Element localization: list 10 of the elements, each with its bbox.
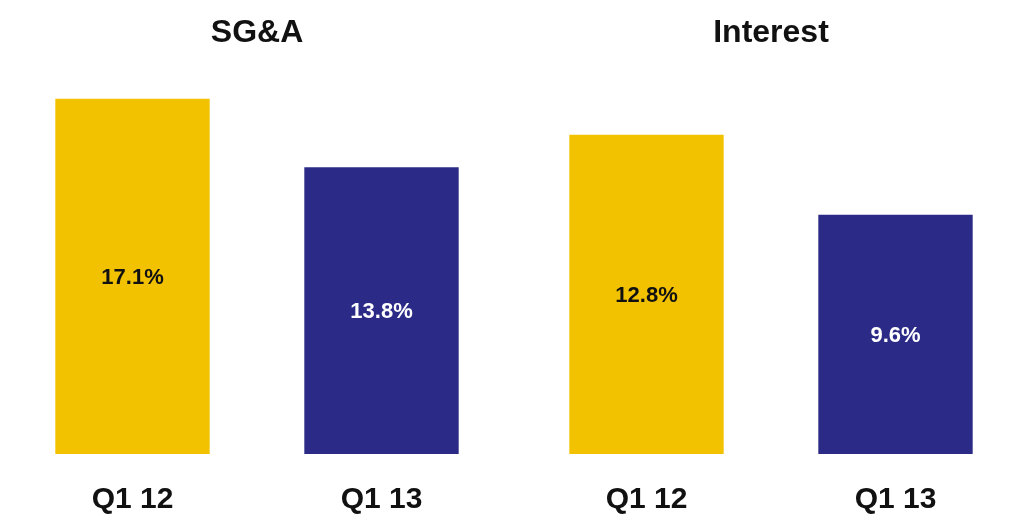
x-tick-label: Q1 12 (91, 480, 174, 514)
x-tick-label: Q1 12 (605, 480, 688, 514)
x-tick-label: Q1 13 (340, 480, 423, 514)
data-label: 9.6% (870, 321, 921, 347)
data-label: 13.8% (350, 298, 413, 324)
data-label: 12.8% (615, 281, 678, 307)
chart-title: SG&A (210, 13, 304, 49)
x-tick-label: Q1 13 (854, 480, 937, 514)
chart-title: Interest (713, 13, 830, 49)
data-label: 17.1% (101, 263, 164, 289)
